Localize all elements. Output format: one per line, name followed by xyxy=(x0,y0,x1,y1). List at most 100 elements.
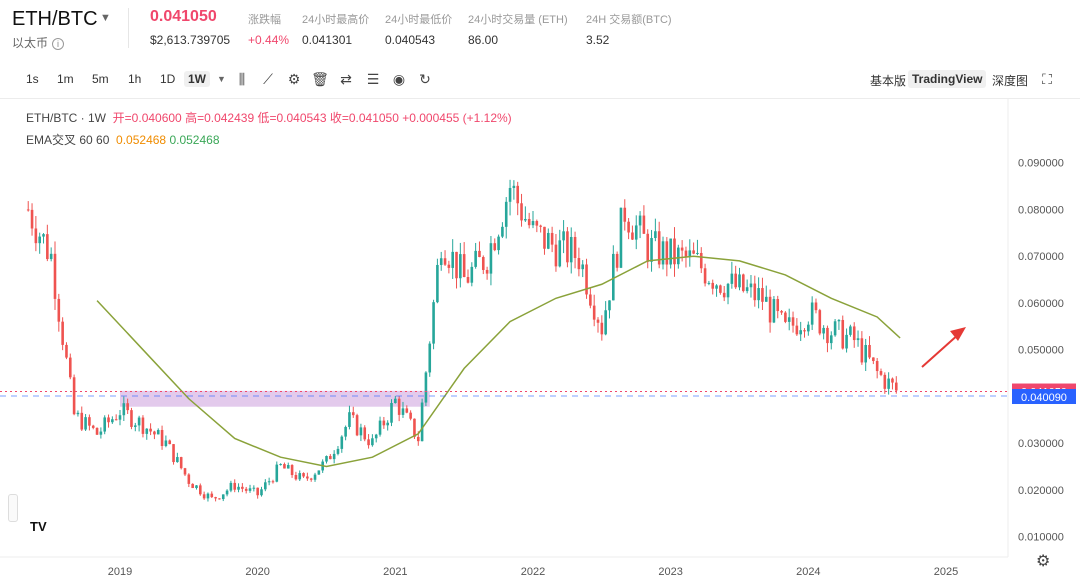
info-icon[interactable]: i xyxy=(52,37,65,50)
list-icon[interactable]: ☰ xyxy=(366,71,380,87)
candle-body xyxy=(612,253,615,301)
interval-5m[interactable]: 5m xyxy=(92,72,109,86)
candle-body xyxy=(745,287,749,292)
candle-body xyxy=(868,344,871,358)
replay-icon[interactable]: ↻ xyxy=(419,71,431,87)
candle-body xyxy=(283,464,286,469)
candle-body xyxy=(596,319,600,323)
candle-body xyxy=(126,403,129,411)
candle-body xyxy=(657,231,661,265)
candle-body xyxy=(168,440,172,445)
candle-body xyxy=(156,429,160,435)
scroll-handle[interactable] xyxy=(8,494,18,522)
candle-body xyxy=(95,427,99,435)
candle-body xyxy=(776,299,780,312)
chart-settings-icon[interactable]: ⚙ xyxy=(1036,553,1051,570)
candle-body xyxy=(264,482,267,490)
candle-body xyxy=(294,475,298,480)
interval-1s[interactable]: 1s xyxy=(26,72,39,86)
x-tick-label: 2025 xyxy=(934,566,958,578)
candle-body xyxy=(38,236,41,244)
candle-body xyxy=(267,481,271,483)
interval-1m[interactable]: 1m xyxy=(57,72,74,86)
candle-body xyxy=(332,453,336,460)
candle-body xyxy=(390,403,393,423)
candle-body xyxy=(661,241,665,265)
candle-body xyxy=(481,257,485,270)
candle-body xyxy=(826,327,829,344)
stat-label-high: 24小时最高价 xyxy=(302,14,370,26)
candle-body xyxy=(535,221,539,226)
candle-body xyxy=(474,250,477,267)
candle-body xyxy=(638,215,642,226)
candle-body xyxy=(386,422,389,426)
compare-icon[interactable]: ⇄ xyxy=(340,71,352,87)
candle-body xyxy=(531,221,535,226)
candle-body xyxy=(615,253,619,268)
candle-body xyxy=(26,209,30,211)
support-zone xyxy=(120,390,430,407)
candle-body xyxy=(845,334,848,349)
header-divider xyxy=(128,8,129,48)
price-usd: $2,613.739705 xyxy=(150,33,231,47)
candle-body xyxy=(562,231,565,241)
interval-1d[interactable]: 1D xyxy=(160,72,176,86)
candle-body xyxy=(581,264,585,270)
candle-body xyxy=(401,408,405,415)
candle-body xyxy=(451,251,454,268)
candle-body xyxy=(749,283,753,288)
candle-type-icon[interactable]: ⫼ xyxy=(238,71,246,87)
indicator-icon[interactable]: ⟋ xyxy=(263,71,273,87)
x-tick-label: 2023 xyxy=(658,566,682,578)
chevron-down-icon[interactable]: ▼ xyxy=(100,12,111,24)
candle-body xyxy=(799,330,802,335)
candle-body xyxy=(309,478,313,480)
candle-body xyxy=(130,410,133,427)
candle-body xyxy=(810,302,814,325)
candle-body xyxy=(329,456,332,460)
interval-dropdown-icon[interactable]: ▼ xyxy=(217,74,226,84)
candle-body xyxy=(742,274,745,292)
candle-body xyxy=(592,305,596,320)
candle-body xyxy=(577,258,581,270)
candle-body xyxy=(88,417,91,426)
candle-body xyxy=(573,236,577,259)
candle-body xyxy=(195,485,198,489)
settings-icon[interactable]: ⚙ xyxy=(287,71,301,87)
candle-body xyxy=(814,302,818,311)
candle-body xyxy=(221,494,225,500)
candle-body xyxy=(241,486,244,489)
interval-1w[interactable]: 1W xyxy=(184,71,210,87)
last-price: 0.041050 xyxy=(150,8,217,25)
candle-body xyxy=(107,417,110,423)
candle-body xyxy=(118,415,122,420)
x-tick-label: 2019 xyxy=(108,566,132,578)
candle-body xyxy=(260,489,263,496)
view-basic[interactable]: 基本版 xyxy=(870,74,907,88)
camera-icon[interactable]: ◉ xyxy=(392,71,406,87)
candle-body xyxy=(665,241,669,265)
candle-body xyxy=(432,302,435,344)
chart-toolbar: 1s 1m 5m 1h 1D 1W ▼ ⫼ ⟋ ⚙ 🗑 ⇄ ☰ ◉ ↻ 基本版 … xyxy=(0,64,1080,96)
pair-name[interactable]: ETH/BTC xyxy=(12,8,98,30)
delete-icon[interactable]: 🗑 xyxy=(311,71,329,87)
interval-1h[interactable]: 1h xyxy=(128,72,142,86)
candle-body xyxy=(539,225,542,227)
y-tick-label: 0.080000 xyxy=(1018,204,1064,216)
fullscreen-icon[interactable]: ⛶ xyxy=(1042,71,1052,87)
ref-price-tag xyxy=(1012,389,1076,405)
candle-body xyxy=(68,357,72,378)
candle-body xyxy=(818,310,822,334)
ema-line xyxy=(96,255,901,468)
candle-body xyxy=(501,226,504,237)
chart-canvas[interactable]: 0.090000 0.080000 0.070000 0.060000 0.050000… xyxy=(0,99,1080,587)
candle-body xyxy=(822,327,825,334)
candle-body xyxy=(654,231,657,239)
view-tradingview[interactable]: TradingView xyxy=(908,70,987,88)
ticker-header: ETH/BTC ▼ 以太币 i 0.041050 $2,613.739705 涨跌… xyxy=(0,0,1080,62)
candle-body xyxy=(244,488,248,491)
candle-body xyxy=(80,412,84,430)
candle-body xyxy=(673,238,676,265)
view-depth[interactable]: 深度图 xyxy=(992,74,1029,88)
price-chart[interactable]: 0.090000 0.080000 0.070000 0.060000 0.050000… xyxy=(0,98,1080,586)
